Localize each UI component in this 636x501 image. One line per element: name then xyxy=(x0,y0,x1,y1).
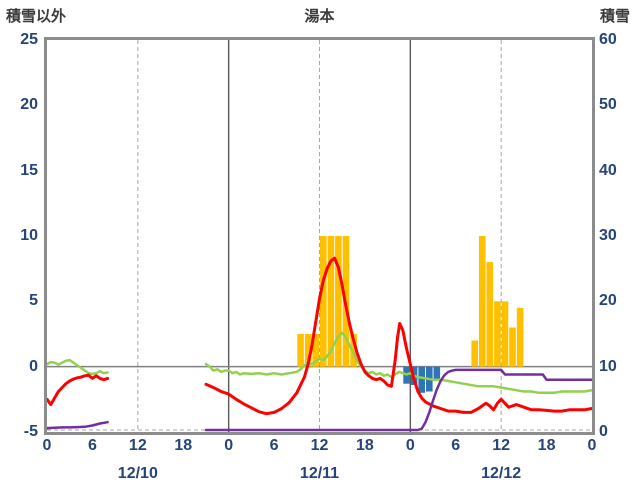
snow-depth-line xyxy=(47,420,109,430)
left-axis-tick-label: 15 xyxy=(20,161,38,179)
chart-title: 湯本 xyxy=(304,8,335,25)
plot-frame xyxy=(44,37,595,435)
precipitation-bar xyxy=(516,307,524,367)
precipitation-bar xyxy=(509,327,516,367)
x-axis-tick-label: 12 xyxy=(310,437,329,454)
left-axis-tick-label: -5 xyxy=(23,423,38,440)
right-axis-tick-label: 60 xyxy=(599,31,617,48)
green-series-line xyxy=(47,358,109,376)
x-axis-tick-label: 6 xyxy=(87,437,97,454)
precipitation-bar xyxy=(486,262,494,367)
precipitation-bar xyxy=(494,301,501,367)
right-axis-tick-label: 20 xyxy=(599,292,617,310)
x-axis-tick-label: 0 xyxy=(42,437,52,454)
x-axis-tick-label: 0 xyxy=(405,437,415,454)
precipitation-bar xyxy=(335,236,342,367)
precipitation-bar xyxy=(471,340,478,367)
x-axis-tick-label: 6 xyxy=(451,437,461,454)
green-series-line xyxy=(204,331,592,395)
snowfall-bar xyxy=(418,366,425,393)
precipitation-bar xyxy=(479,236,486,367)
left-axis-tick-label: 25 xyxy=(20,31,38,48)
precipitation-bar xyxy=(327,236,335,367)
left-axis-tick-label: 10 xyxy=(20,227,38,244)
precipitation-bar xyxy=(304,334,312,367)
x-axis-tick-label: 18 xyxy=(356,437,374,454)
plot-svg xyxy=(47,40,592,432)
precipitation-bar xyxy=(297,334,304,367)
date-label: 12/10 xyxy=(117,465,158,482)
left-axis-tick-label: 20 xyxy=(20,96,38,114)
right-axis-tick-label: 30 xyxy=(599,227,617,244)
red-series-line xyxy=(47,373,110,407)
left-axis-tick-label: 5 xyxy=(29,292,38,310)
x-axis-tick-label: 18 xyxy=(174,437,193,454)
precipitation-bar xyxy=(312,334,319,367)
right-axis-tick-label: 50 xyxy=(599,96,617,114)
left-axis-tick-label: 0 xyxy=(29,357,38,375)
date-label: 12/11 xyxy=(299,465,340,482)
x-axis-tick-label: 12 xyxy=(128,437,147,454)
precipitation-bar xyxy=(350,334,357,367)
snow-depth-line xyxy=(204,368,592,432)
right-axis-title: 積雪 xyxy=(599,8,630,25)
date-label: 12/12 xyxy=(481,465,522,482)
x-axis-tick-label: 0 xyxy=(587,437,597,454)
right-axis-tick-label: 0 xyxy=(599,423,608,440)
precipitation-bar xyxy=(501,301,509,367)
x-axis-tick-label: 18 xyxy=(537,437,556,454)
x-axis-tick-label: 6 xyxy=(269,437,279,454)
precipitation-bar xyxy=(320,236,327,367)
red-series-line xyxy=(204,256,592,416)
x-axis-tick-label: 0 xyxy=(224,437,234,454)
x-axis-tick-label: 12 xyxy=(492,437,511,454)
right-axis-tick-label: 40 xyxy=(599,161,617,179)
right-axis-tick-label: 10 xyxy=(599,357,617,375)
snowfall-bar xyxy=(433,366,441,382)
left-axis-title: 積雪以外 xyxy=(6,8,67,25)
